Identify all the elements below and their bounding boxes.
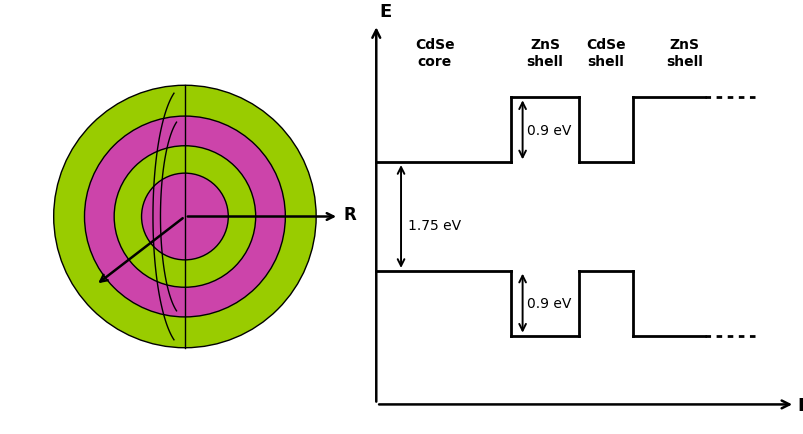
Circle shape [114, 146, 255, 288]
Text: 0.9 eV: 0.9 eV [527, 124, 571, 138]
Text: R: R [797, 396, 803, 414]
Circle shape [84, 117, 285, 317]
Text: ZnS
shell: ZnS shell [666, 38, 703, 69]
Text: ZnS
shell: ZnS shell [526, 38, 563, 69]
Circle shape [141, 174, 228, 260]
Text: CdSe
shell: CdSe shell [585, 38, 625, 69]
Circle shape [54, 86, 316, 348]
Text: 1.75 eV: 1.75 eV [407, 218, 460, 232]
Text: 0.9 eV: 0.9 eV [527, 296, 571, 310]
Text: E: E [379, 3, 392, 21]
Text: CdSe
core: CdSe core [414, 38, 454, 69]
Text: R: R [343, 206, 356, 224]
